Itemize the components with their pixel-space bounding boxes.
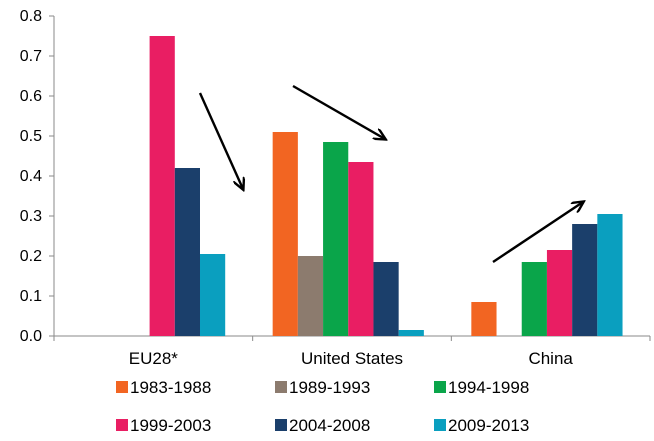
bar-2009-2013-EU28* [200,254,226,336]
bar-1983-1988-China [471,302,497,336]
legend-swatch [116,381,128,393]
y-tick-label: 0.8 [20,8,42,25]
legend-swatch [434,419,446,431]
bar-1999-2003-EU28* [149,36,175,336]
legend-label: 2004-2008 [289,416,370,435]
bar-1999-2003-China [546,250,573,336]
bar-1983-1988-United States [272,132,298,336]
y-tick-label: 0.6 [20,88,42,105]
trend-arrow-united-states [292,84,385,139]
trend-arrow-eu28 [198,92,243,189]
legend-label: 1983-1988 [130,378,211,397]
bar-1994-1998-United States [323,142,349,336]
y-tick-label: 0.3 [20,208,42,225]
x-category-label: China [528,349,573,368]
y-tick-label: 0.1 [20,288,42,305]
annotations [198,84,583,263]
legend-swatch [275,419,287,431]
y-tick-label: 0.4 [20,168,42,185]
bar-1999-2003-United States [348,162,374,336]
legend-label: 1989-1993 [289,378,370,397]
legend-swatch [116,419,128,431]
x-category-label: United States [301,349,403,368]
legend-label: 1999-2003 [130,416,211,435]
y-tick-label: 0.0 [20,328,42,345]
bar-2009-2013-United States [398,330,424,336]
trend-arrow-china [492,202,583,263]
legend-label: 1994-1998 [448,378,529,397]
bar-1994-1998-China [521,262,547,336]
y-axis: 0.0 0.1 0.2 0.3 0.4 0.5 0.6 0.7 0.8 [20,8,55,345]
bar-2004-2008-United States [373,262,399,336]
bar-2009-2013-China [597,214,623,336]
legend-label: 2009-2013 [448,416,529,435]
x-axis: EU28* United States China [53,335,651,368]
bar-2004-2008-EU28* [174,168,200,336]
bar-2004-2008-China [572,224,598,336]
y-tick-label: 0.5 [20,128,42,145]
bar-1989-1993-United States [297,256,324,336]
legend: 1983-1988 1989-1993 1994-1998 1999-2003 2004… [116,378,529,435]
legend-swatch [434,381,446,393]
y-tick-label: 0.2 [20,248,42,265]
legend-swatch [275,381,287,393]
x-category-label: EU28* [129,349,179,368]
y-tick-label: 0.7 [20,48,42,65]
bars [149,36,623,336]
